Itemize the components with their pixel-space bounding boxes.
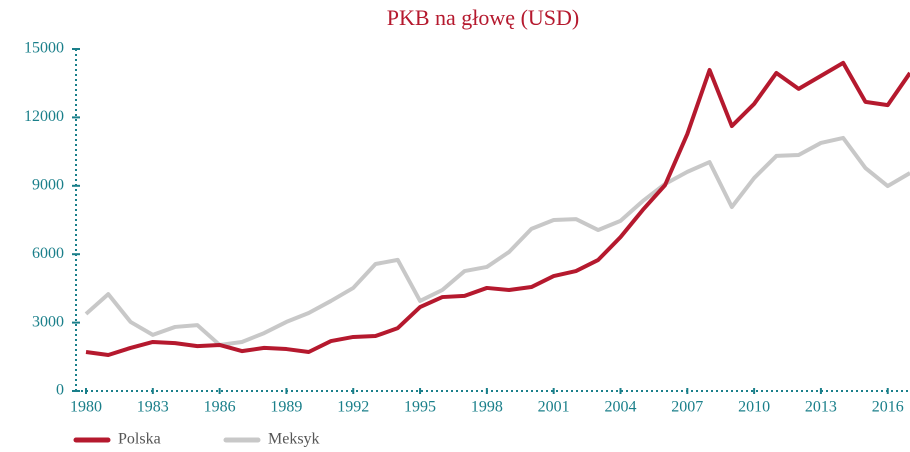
y-tick-label: 0 xyxy=(56,382,64,399)
x-tick-label: 2004 xyxy=(604,399,636,416)
legend-label: Meksyk xyxy=(268,431,320,448)
x-tick-label: 1980 xyxy=(70,399,102,416)
y-tick-label: 9000 xyxy=(32,176,64,193)
x-tick-label: 2001 xyxy=(538,399,570,416)
y-tick-label: 15000 xyxy=(24,40,64,57)
x-tick-label: 1986 xyxy=(204,399,236,416)
x-tick-label: 2016 xyxy=(872,399,904,416)
y-tick-label: 3000 xyxy=(32,313,64,330)
x-tick-label: 1989 xyxy=(270,399,302,416)
chart-title: PKB na głowę (USD) xyxy=(387,5,580,30)
x-tick-label: 2007 xyxy=(671,399,703,416)
legend-label: Polska xyxy=(118,431,161,448)
y-tick-label: 6000 xyxy=(32,245,64,262)
line xyxy=(84,135,910,347)
x-tick-label: 2010 xyxy=(738,399,770,416)
x-tick-label: 1983 xyxy=(137,399,169,416)
x-tick-label: 1995 xyxy=(404,399,436,416)
y-tick-label: 12000 xyxy=(24,108,64,125)
line xyxy=(85,60,910,357)
x-tick-label: 1998 xyxy=(471,399,503,416)
x-tick-label: 1992 xyxy=(337,399,369,416)
x-tick-label: 2013 xyxy=(805,399,837,416)
